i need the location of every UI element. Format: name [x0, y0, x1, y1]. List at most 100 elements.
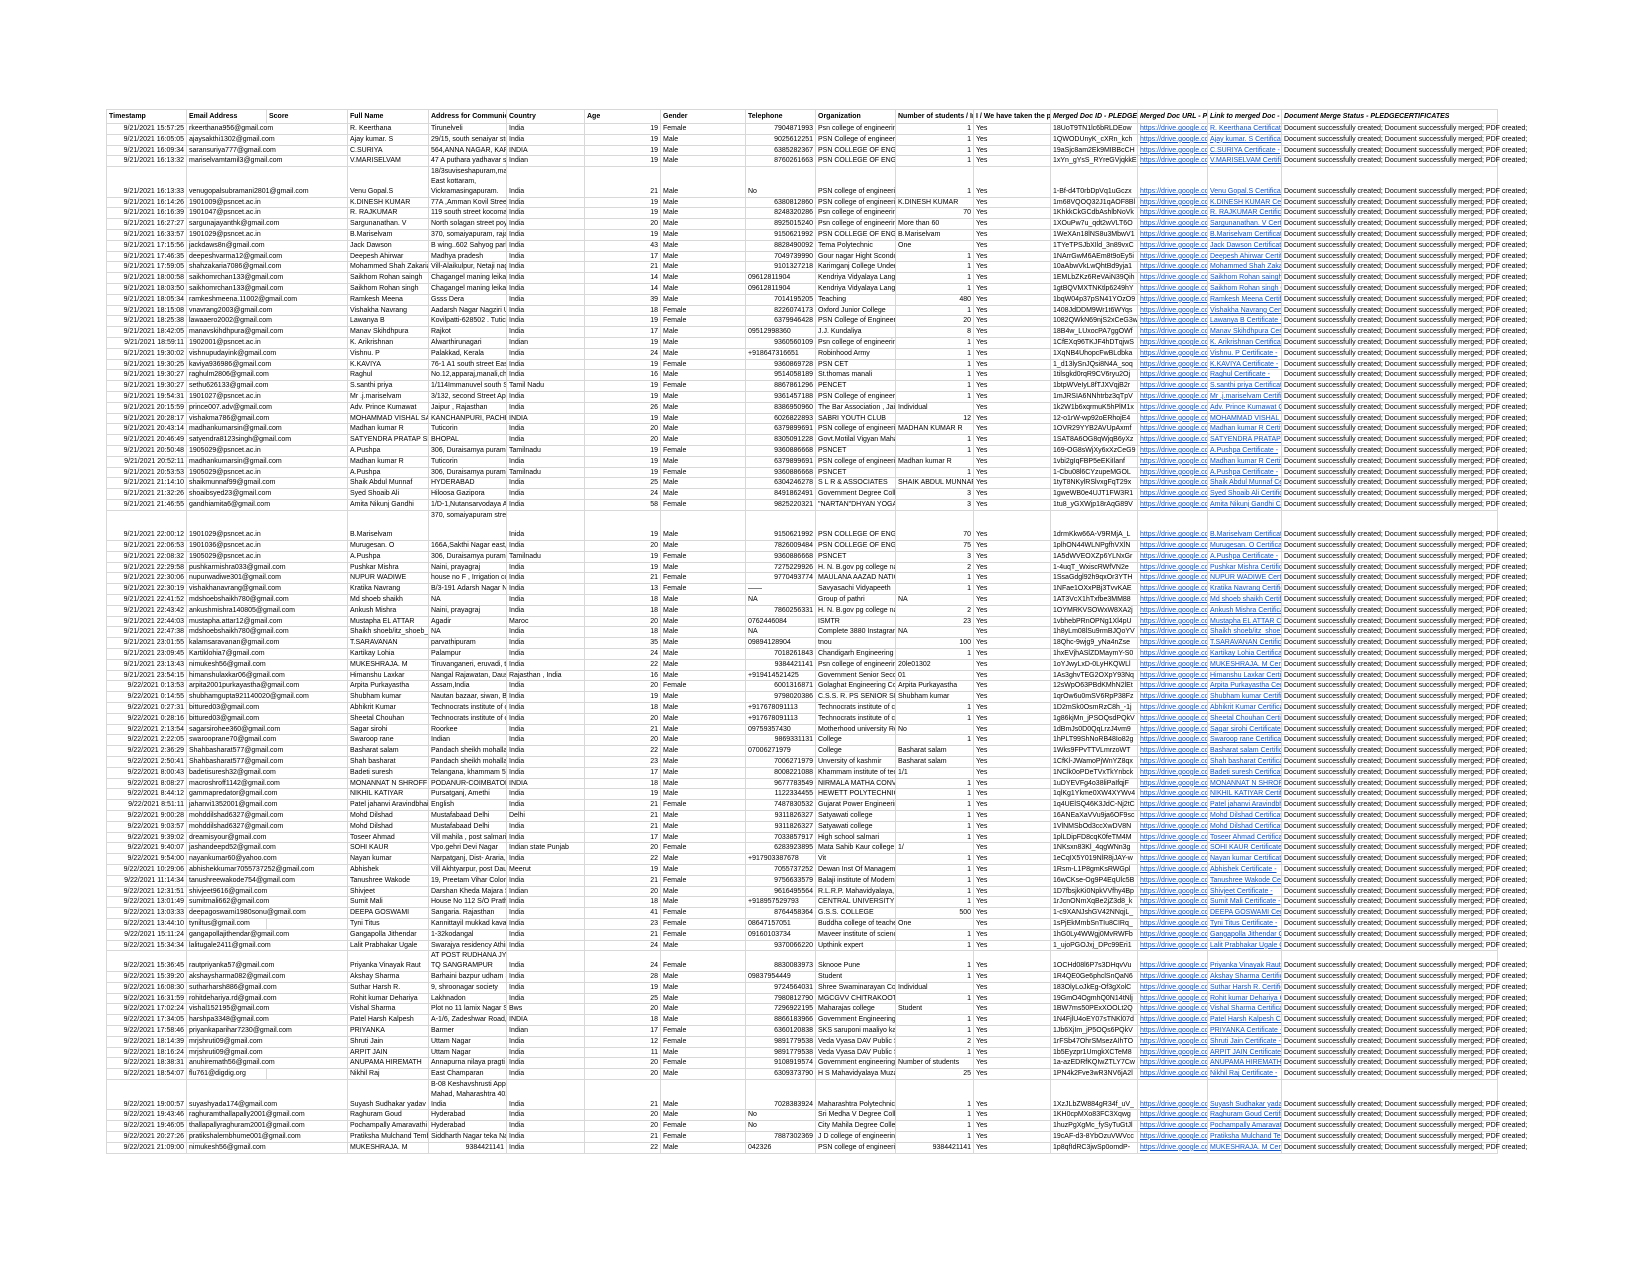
merged-doc-url-link[interactable]: https://drive.google.com/fi	[1140, 832, 1208, 843]
merged-doc-url-link[interactable]: https://drive.google.com/fi	[1140, 584, 1208, 595]
merged-doc-link[interactable]: Patel jahanvi Aravindbhai Certificate -	[1208, 800, 1282, 810]
merged-doc-link[interactable]: K.KAVIYA Certificate -	[1208, 359, 1282, 370]
merged-doc-url-link[interactable]: https://drive.google.com/fi	[1140, 145, 1208, 156]
merged-doc-url-link[interactable]: https://drive.google.com/fi	[1140, 134, 1208, 145]
merged-doc-link[interactable]: Murugesan. O Certificate -	[1210, 541, 1282, 551]
merged-doc-url-link[interactable]: https://drive.google.com/fi	[1140, 757, 1208, 767]
merged-doc-url-link[interactable]: https://drive.google.com/fi	[1140, 854, 1208, 864]
merged-doc-url-link[interactable]: https://drive.google.com/fi	[1140, 800, 1208, 810]
merged-doc-url-link[interactable]: https://drive.google.com/fi	[1140, 713, 1208, 724]
merged-doc-url-link[interactable]: https://drive.google.com/fi	[1140, 424, 1208, 435]
merged-doc-link[interactable]: Mr .j.mariselvam Certificate -	[1210, 391, 1282, 402]
merged-doc-link[interactable]: Mohammed Shah Zakaria Certificate -	[1208, 262, 1282, 273]
merged-doc-link[interactable]: A.Pushpa Certificate -	[1208, 445, 1282, 456]
merged-doc-url-link[interactable]: https://drive.google.com/fi	[1140, 273, 1208, 283]
merged-doc-url-link[interactable]: https://drive.google.com/fi	[1140, 789, 1208, 800]
merged-doc-link[interactable]: Saikhom Rohan singh Certificate -	[1208, 283, 1282, 294]
merged-doc-link[interactable]: Jack Dawson Certificate -	[1210, 240, 1282, 251]
merged-doc-link[interactable]: Abhikrit Kumar Certificate -	[1208, 703, 1282, 713]
merged-doc-url-link[interactable]: https://drive.google.com/fi	[1140, 251, 1208, 262]
merged-doc-url-link[interactable]: https://drive.google.com/fi	[1140, 391, 1208, 402]
merged-doc-link[interactable]: K.DINESH KUMAR Certificate -	[1210, 197, 1282, 208]
merged-doc-url-link[interactable]: https://drive.google.com/fi	[1140, 1036, 1208, 1047]
merged-doc-url-link[interactable]: https://drive.google.com/fi	[1140, 918, 1208, 929]
merged-doc-link[interactable]: Gangapolla Jithendar Certificate -	[1208, 929, 1282, 940]
merged-doc-url-link[interactable]: https://drive.google.com/fi	[1140, 746, 1208, 757]
merged-doc-link[interactable]: Kratika Navrang Certificate -	[1210, 584, 1282, 595]
merged-doc-url-link[interactable]: https://drive.google.com/fi	[1140, 541, 1208, 551]
merged-doc-url-link[interactable]: https://drive.google.com/fi	[1140, 1047, 1208, 1058]
merged-doc-link[interactable]: R. Keerthana Certificate -	[1210, 124, 1282, 134]
merged-doc-url-link[interactable]: https://drive.google.com/fi	[1140, 305, 1208, 316]
merged-doc-url-link[interactable]: https://drive.google.com/fi	[1140, 982, 1208, 993]
merged-doc-link[interactable]: Kartikay Lohia Certificate -	[1210, 649, 1282, 659]
merged-doc-url-link[interactable]: https://drive.google.com/fi	[1140, 359, 1208, 370]
merged-doc-link[interactable]: SATYENDRA PRATAP SI Certificate -	[1210, 435, 1282, 445]
merged-doc-url-link[interactable]: https://drive.google.com/fi	[1140, 811, 1208, 821]
merged-doc-url-link[interactable]: https://drive.google.com/fi	[1140, 605, 1208, 616]
merged-doc-url-link[interactable]: https://drive.google.com/fi	[1140, 638, 1208, 649]
merged-doc-link[interactable]: Pratiksha Mulchand Temb Certificate -	[1210, 1131, 1282, 1142]
merged-doc-link[interactable]: MUKESHRAJA. M Certificate -	[1210, 1142, 1282, 1153]
merged-doc-url-link[interactable]: https://drive.google.com/fi	[1140, 1025, 1208, 1036]
merged-doc-url-link[interactable]: https://drive.google.com/fi	[1140, 627, 1208, 638]
merged-doc-url-link[interactable]: https://drive.google.com/fi	[1140, 402, 1208, 413]
merged-doc-link[interactable]: Nikhil Raj Certificate -	[1208, 1069, 1282, 1079]
merged-doc-link[interactable]: PRIYANKA Certificate -	[1210, 1025, 1282, 1036]
merged-doc-link[interactable]: Ajay kumar. S Certificate -	[1210, 134, 1282, 145]
merged-doc-url-link[interactable]: https://drive.google.com/fi	[1140, 692, 1208, 703]
merged-doc-url-link[interactable]: https://drive.google.com/fi	[1140, 348, 1208, 359]
merged-doc-url-link[interactable]: https://drive.google.com/fi	[1140, 551, 1208, 562]
merged-doc-url-link[interactable]: https://drive.google.com/fi	[1140, 864, 1208, 875]
merged-doc-link[interactable]: V.MARISELVAM Certificate -	[1210, 156, 1282, 167]
merged-doc-url-link[interactable]: https://drive.google.com/fi	[1140, 229, 1208, 240]
merged-doc-url-link[interactable]: https://drive.google.com/fi	[1140, 478, 1208, 489]
merged-doc-url-link[interactable]: https://drive.google.com/fi	[1140, 971, 1208, 982]
merged-doc-url-link[interactable]: https://drive.google.com/fi	[1140, 456, 1208, 467]
merged-doc-link[interactable]: Badeti suresh Certificate -	[1210, 767, 1282, 778]
merged-doc-url-link[interactable]: https://drive.google.com/fi	[1140, 1131, 1208, 1142]
merged-doc-link[interactable]: MOHAMMAD VISHAL SA Certificate -	[1208, 413, 1282, 424]
merged-doc-link[interactable]: Toseer Ahmad Certificate -	[1210, 832, 1282, 843]
merged-doc-url-link[interactable]: https://drive.google.com/fi	[1140, 156, 1208, 167]
merged-doc-url-link[interactable]: https://drive.google.com/fi	[1140, 562, 1208, 573]
merged-doc-link[interactable]: Raghuram Goud Certificate -	[1210, 1110, 1282, 1121]
merged-doc-link[interactable]: Mohd Dilshad Certificate -	[1210, 811, 1282, 821]
merged-doc-url-link[interactable]: https://drive.google.com/fi	[1140, 595, 1208, 605]
merged-doc-link[interactable]: DEEPA GOSWAMI Certificate -	[1210, 908, 1282, 918]
merged-doc-url-link[interactable]: https://drive.google.com/fi	[1140, 283, 1208, 294]
merged-doc-url-link[interactable]: https://drive.google.com/fi	[1140, 724, 1208, 735]
merged-doc-link[interactable]: Suyash Sudhakar yadav Certificate -	[1208, 1079, 1282, 1110]
merged-doc-link[interactable]: Md shoeb shaikh Certificate -	[1210, 595, 1282, 605]
merged-doc-link[interactable]: Akshay Sharma Certificate -	[1208, 971, 1282, 982]
merged-doc-link[interactable]: NUPUR WADIWE Certificate -	[1210, 573, 1282, 584]
merged-doc-url-link[interactable]: https://drive.google.com/fi	[1140, 262, 1208, 273]
merged-doc-link[interactable]: S.santhi priya Certificate -	[1210, 381, 1282, 391]
merged-doc-url-link[interactable]: https://drive.google.com/fi	[1140, 1004, 1208, 1015]
merged-doc-url-link[interactable]: https://drive.google.com/fi	[1140, 616, 1208, 627]
merged-doc-url-link[interactable]: https://drive.google.com/fi	[1140, 499, 1208, 510]
merged-doc-link[interactable]: Basharat salam Certificate -	[1210, 746, 1282, 757]
merged-doc-link[interactable]: Sargunanathan. V Certificate -	[1210, 219, 1282, 229]
merged-doc-link[interactable]: A.Pushpa Certificate -	[1208, 467, 1282, 478]
merged-doc-url-link[interactable]: https://drive.google.com/fi	[1140, 219, 1208, 229]
merged-doc-link[interactable]: Madhan kumar R Certificate -	[1210, 456, 1282, 467]
merged-doc-url-link[interactable]: https://drive.google.com/fi	[1140, 1110, 1208, 1121]
merged-doc-url-link[interactable]: https://drive.google.com/fi	[1140, 735, 1208, 746]
merged-doc-link[interactable]: C.SURIYA Certificate -	[1208, 145, 1282, 156]
merged-doc-link[interactable]: Rohit kumar Dehariya Certificate -	[1208, 993, 1282, 1004]
merged-doc-link[interactable]: Shivjeet Certificate -	[1208, 886, 1282, 897]
merged-doc-url-link[interactable]: https://drive.google.com/fi	[1140, 875, 1208, 886]
merged-doc-url-link[interactable]: https://drive.google.com/fi	[1138, 951, 1208, 971]
merged-doc-url-link[interactable]: https://drive.google.com/fi	[1140, 208, 1208, 219]
merged-doc-link[interactable]: Sagar sirohi Certificate -	[1210, 724, 1282, 735]
merged-doc-url-link[interactable]: https://drive.google.com/fi	[1140, 294, 1208, 305]
merged-doc-url-link[interactable]: https://drive.google.com/fi	[1140, 1015, 1208, 1025]
merged-doc-link[interactable]: A.Pushpa Certificate -	[1208, 551, 1282, 562]
merged-doc-url-link[interactable]: https://drive.google.com/fi	[1140, 445, 1208, 456]
merged-doc-url-link[interactable]: https://drive.google.com/fi	[1140, 467, 1208, 478]
merged-doc-url-link[interactable]: https://drive.google.com/fi	[1140, 886, 1208, 897]
merged-doc-link[interactable]: Sumit Mali Certificate -	[1210, 897, 1282, 908]
merged-doc-link[interactable]: Madhan kumar R Certificate -	[1210, 424, 1282, 435]
merged-doc-link[interactable]: Adv. Prince Kumawat Certificate -	[1208, 402, 1282, 413]
